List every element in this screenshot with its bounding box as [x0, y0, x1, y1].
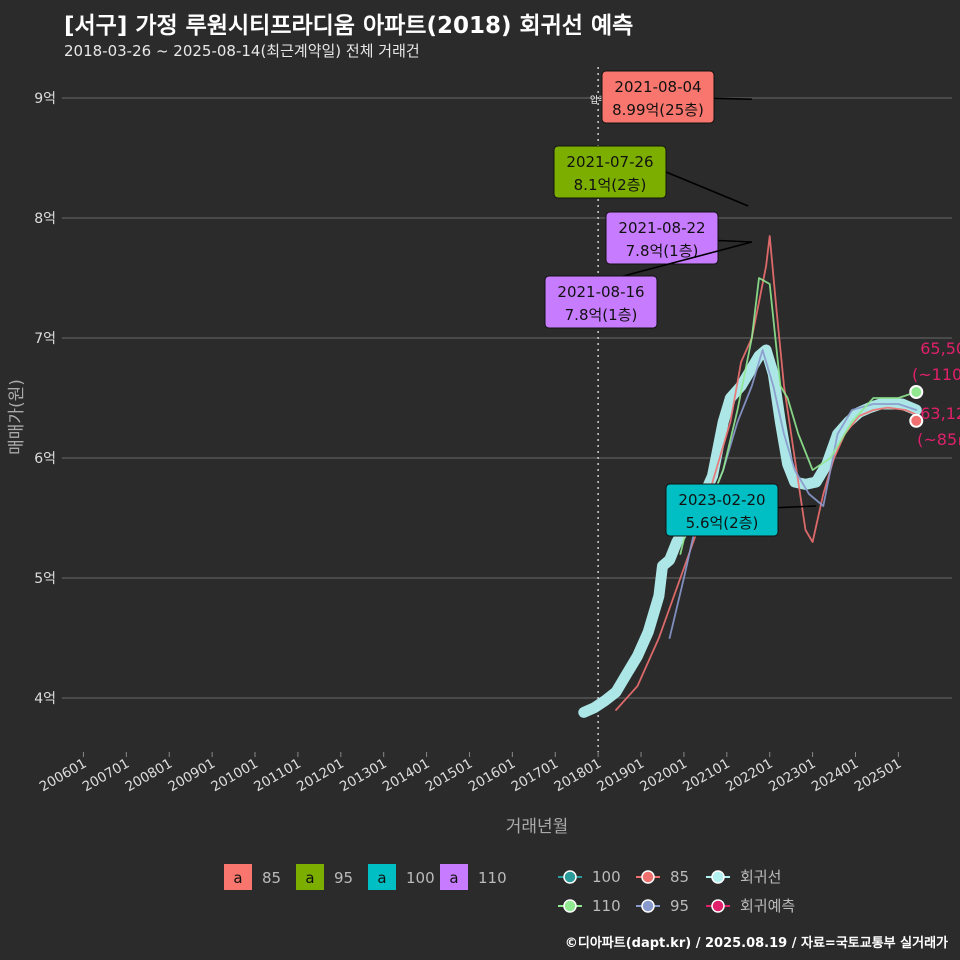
x-tick-label-0: 200601 [37, 756, 90, 796]
annotation-price-3: 7.8억(1층) [565, 306, 638, 324]
legend-line-label-0: 100 [592, 868, 621, 886]
chart-subtitle: 2018-03-26 ~ 2025-08-14(최근계약일) 전체 거래건 [64, 42, 420, 60]
y-tick-label-2: 6억 [34, 451, 56, 467]
legend-line-label-5: 회귀예측 [740, 897, 795, 915]
x-tick-label-16: 202201 [723, 756, 776, 796]
endpoint-area-label-0: (~110㎡) [912, 365, 960, 384]
x-tick-label-10: 201601 [466, 756, 519, 796]
legend-area-label-0: 85 [262, 869, 281, 887]
legend-line-dot-1 [641, 870, 655, 884]
y-tick-label-5: 9억 [34, 91, 56, 107]
x-tick-label-15: 202101 [680, 756, 733, 796]
legend-area-key-3: a [449, 869, 458, 887]
y-tick-label-3: 7억 [34, 331, 56, 347]
x-tick-label-19: 202501 [852, 756, 905, 796]
annotation-leader-1 [665, 171, 749, 207]
annotation-leader-3 [600, 241, 753, 283]
series-line-0 [578, 344, 922, 718]
legend-line-label-2: 회귀선 [740, 868, 781, 886]
y-tick-label-1: 5억 [34, 571, 56, 587]
annotation-box-0 [601, 70, 715, 124]
x-tick-label-8: 201401 [380, 756, 433, 796]
annotation-date-1: 2021-07-26 [566, 153, 653, 171]
x-tick-label-18: 202401 [809, 756, 862, 796]
x-tick-label-13: 201901 [594, 756, 647, 796]
annotation-price-4: 5.6억(2층) [686, 514, 759, 532]
endpoint-area-label-1: (~85㎡) [917, 430, 960, 449]
legend-area-label-3: 110 [478, 869, 507, 887]
legend-area-key-0: a [233, 869, 242, 887]
annotation-price-0: 8.99억(25층) [612, 101, 704, 119]
legend-line-dot-2 [711, 870, 725, 884]
legend-line-label-3: 110 [592, 897, 621, 915]
x-tick-label-5: 201101 [251, 756, 304, 796]
legend-line-dot-4 [641, 899, 655, 913]
legend-area-label-2: 100 [406, 869, 435, 887]
series-line-3 [679, 277, 918, 555]
chart-title: [서구] 가정 루원시티프라디움 아파트(2018) 회귀선 예측 [64, 13, 634, 39]
x-tick-label-3: 200901 [165, 756, 218, 796]
annotation-box-3 [544, 275, 658, 329]
y-axis-label: 매매가(원) [7, 379, 27, 455]
legend-area-swatch-2 [368, 864, 396, 890]
x-tick-label-14: 202001 [637, 756, 690, 796]
endpoint-value-label-1: 63,129 [920, 404, 960, 423]
legend-line-label-4: 95 [670, 897, 689, 915]
x-tick-label-9: 201501 [423, 756, 476, 796]
annotation-price-1: 8.1억(2층) [574, 176, 647, 194]
annotation-box-4 [665, 483, 779, 537]
legend-area-label-1: 95 [334, 869, 353, 887]
y-tick-label-0: 4억 [34, 691, 56, 707]
footer-credit: ©디아파트(dapt.kr) / 2025.08.19 / 자료=국토교통부 실… [564, 936, 948, 951]
legend-line-dot-0 [563, 870, 577, 884]
annotation-price-2: 7.8억(1층) [626, 242, 699, 260]
series-line-1 [615, 235, 921, 711]
legend-area-swatch-1 [296, 864, 324, 890]
annotation-box-2 [605, 211, 719, 265]
legend-area-key-2: a [377, 869, 386, 887]
x-tick-label-11: 201701 [509, 756, 562, 796]
legend-line-dot-3 [563, 899, 577, 913]
legend-area-swatch-0 [224, 864, 252, 890]
x-tick-label-1: 200701 [80, 756, 133, 796]
x-tick-label-17: 202301 [766, 756, 819, 796]
annotation-date-0: 2021-08-04 [614, 78, 701, 96]
x-axis-label: 거래년월 [506, 817, 569, 837]
annotation-date-4: 2023-02-20 [678, 491, 765, 509]
legend-line-label-1: 85 [670, 868, 689, 886]
legend-area-key-1: a [305, 869, 314, 887]
legend-line-dot-5 [711, 899, 725, 913]
x-tick-label-7: 201301 [337, 756, 390, 796]
x-tick-label-2: 200801 [123, 756, 176, 796]
x-tick-label-6: 201201 [294, 756, 347, 796]
x-tick-label-4: 201001 [208, 756, 261, 796]
endpoint-dot-1 [909, 413, 924, 428]
endpoint-dot-0 [909, 385, 924, 399]
annotation-date-3: 2021-08-16 [557, 283, 644, 301]
annotation-box-1 [553, 145, 667, 199]
annotation-date-2: 2021-08-22 [618, 219, 705, 237]
endpoint-value-label-0: 65,500 [920, 339, 960, 358]
legend-area-swatch-3 [440, 864, 468, 890]
y-tick-label-4: 8억 [34, 211, 56, 227]
x-tick-label-12: 201801 [552, 756, 605, 796]
